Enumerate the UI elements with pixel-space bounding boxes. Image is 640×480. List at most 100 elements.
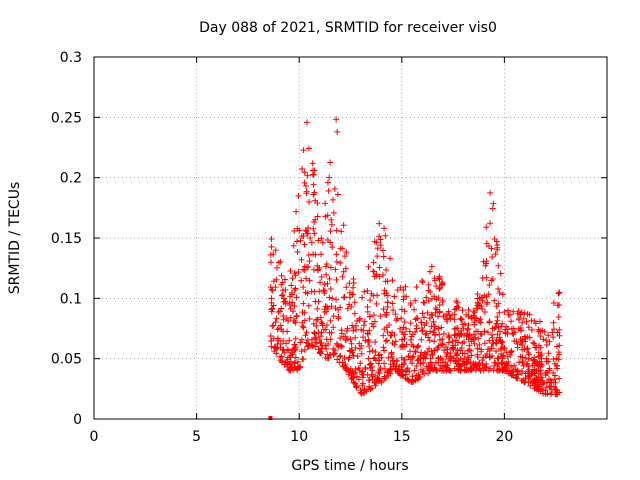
- data-point: [311, 230, 318, 237]
- data-point: [419, 279, 426, 286]
- data-point: [370, 259, 377, 266]
- data-point: [492, 250, 499, 257]
- data-point: [315, 346, 322, 353]
- data-point: [453, 332, 460, 339]
- data-point: [479, 274, 486, 281]
- data-point: [272, 319, 279, 326]
- data-point: [301, 309, 308, 316]
- data-point: [366, 348, 373, 355]
- y-tick-label: 0.3: [60, 50, 82, 66]
- data-point: [438, 324, 445, 331]
- data-point: [354, 353, 361, 360]
- data-point: [385, 369, 392, 376]
- data-point: [455, 304, 462, 311]
- data-point: [413, 362, 420, 369]
- data-point: [407, 336, 414, 343]
- data-point: [441, 347, 448, 354]
- data-point: [375, 378, 382, 385]
- data-point: [536, 377, 543, 384]
- data-point: [389, 277, 396, 284]
- data-point: [401, 356, 408, 363]
- data-point: [402, 325, 409, 332]
- data-point: [429, 351, 436, 358]
- data-point: [290, 242, 297, 249]
- data-point: [495, 337, 502, 344]
- data-point: [382, 232, 389, 239]
- data-point: [315, 298, 322, 305]
- data-point: [277, 258, 284, 265]
- data-point: [545, 332, 552, 339]
- data-point: [366, 343, 373, 350]
- data-point: [546, 367, 553, 374]
- data-point: [384, 329, 391, 336]
- data-point: [347, 365, 354, 372]
- data-point: [324, 305, 331, 312]
- data-point: [543, 337, 550, 344]
- data-point: [384, 304, 391, 311]
- data-point: [298, 348, 305, 355]
- data-point: [423, 294, 430, 301]
- data-point: [377, 313, 384, 320]
- data-point: [552, 379, 559, 386]
- data-point: [352, 334, 359, 341]
- data-point: [518, 377, 525, 384]
- data-point: [411, 306, 418, 313]
- data-point: [366, 327, 373, 334]
- data-point: [299, 165, 306, 172]
- data-point: [504, 330, 511, 337]
- data-point: [538, 355, 545, 362]
- data-point: [376, 220, 383, 227]
- data-point: [555, 349, 562, 356]
- data-point: [406, 377, 413, 384]
- data-point: [431, 364, 438, 371]
- data-point: [411, 367, 418, 374]
- data-point: [490, 367, 497, 374]
- data-point: [468, 365, 475, 372]
- data-point: [278, 272, 285, 279]
- data-point: [537, 352, 544, 359]
- data-point: [267, 284, 274, 291]
- data-point: [418, 366, 425, 373]
- data-point: [318, 273, 325, 280]
- data-point: [268, 286, 275, 293]
- data-point: [287, 267, 294, 274]
- data-point: [333, 116, 340, 123]
- data-point: [365, 377, 372, 384]
- data-point: [392, 338, 399, 345]
- data-point: [380, 247, 387, 254]
- data-point: [454, 325, 461, 332]
- data-point: [436, 285, 443, 292]
- data-point: [334, 356, 341, 363]
- data-point: [467, 347, 474, 354]
- data-point: [550, 326, 557, 333]
- data-point: [338, 327, 345, 334]
- data-point: [376, 233, 383, 240]
- data-point: [490, 200, 497, 207]
- data-point: [268, 308, 275, 315]
- data-point: [358, 294, 365, 301]
- data-point: [341, 253, 348, 260]
- data-point: [304, 172, 311, 179]
- data-point: [318, 251, 325, 258]
- data-point: [525, 351, 532, 358]
- data-point: [381, 375, 388, 382]
- data-point: [300, 266, 307, 273]
- data-point: [491, 325, 498, 332]
- data-point: [273, 315, 280, 322]
- data-point: [362, 337, 369, 344]
- data-point: [292, 335, 299, 342]
- data-point: [319, 322, 326, 329]
- data-point: [372, 382, 379, 389]
- data-point: [532, 320, 539, 327]
- data-point: [435, 354, 442, 361]
- data-point: [461, 320, 468, 327]
- data-point: [478, 346, 485, 353]
- data-point: [461, 350, 468, 357]
- data-point: [422, 355, 429, 362]
- data-point: [356, 340, 363, 347]
- data-point: [359, 380, 366, 387]
- data-point: [349, 349, 356, 356]
- data-point: [306, 198, 313, 205]
- data-point: [550, 300, 557, 307]
- data-point: [343, 249, 350, 256]
